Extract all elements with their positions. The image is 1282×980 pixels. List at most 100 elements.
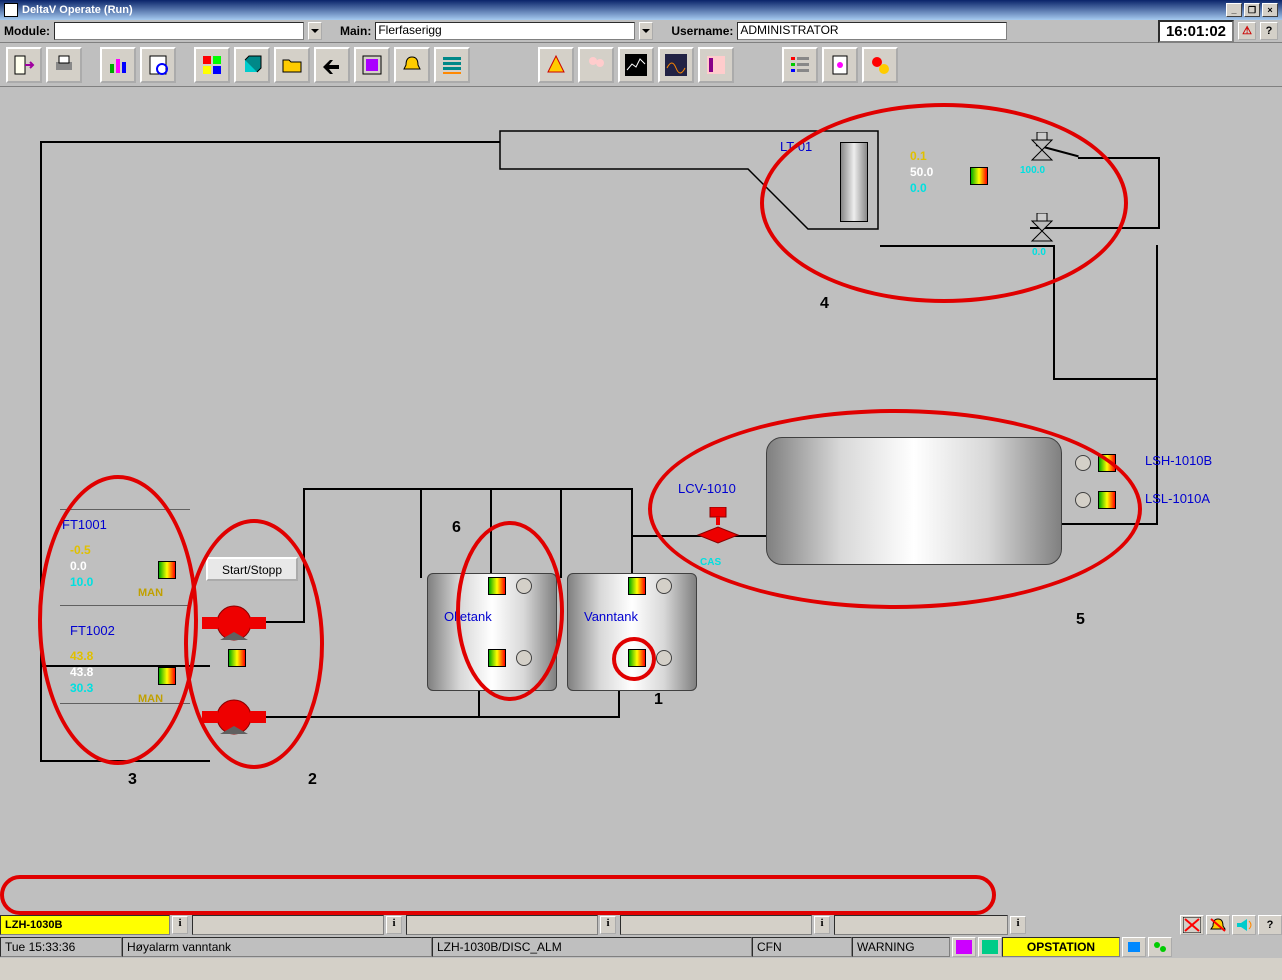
- pipe: [303, 488, 305, 622]
- pump-2[interactable]: [202, 691, 268, 737]
- pipe: [40, 141, 42, 761]
- alarm-cell-3[interactable]: [406, 915, 598, 935]
- tag-ft1002: FT1002: [70, 623, 115, 638]
- module-dropdown[interactable]: [308, 22, 322, 40]
- folder-icon[interactable]: [274, 47, 310, 83]
- annot-1: 1: [654, 691, 663, 709]
- main-dropdown[interactable]: [639, 22, 653, 40]
- exit-icon[interactable]: [6, 47, 42, 83]
- minimize-button[interactable]: _: [1226, 3, 1242, 17]
- start-stopp-button[interactable]: Start/Stopp: [206, 557, 298, 581]
- report-icon[interactable]: [140, 47, 176, 83]
- restore-button[interactable]: ❐: [1244, 3, 1260, 17]
- doc-icon[interactable]: [822, 47, 858, 83]
- tag-ft1001: FT1001: [62, 517, 107, 532]
- alarm-bar: LZH-1030B i i i i i ?: [0, 914, 1282, 936]
- window-icon[interactable]: [354, 47, 390, 83]
- alarm-info-4[interactable]: i: [814, 916, 830, 934]
- spectrum-icon[interactable]: [698, 47, 734, 83]
- highlight-alarmbar: [0, 875, 996, 915]
- pipe: [40, 665, 210, 667]
- annot-4: 4: [820, 295, 829, 313]
- annot-3: 3: [128, 771, 137, 789]
- pipe: [265, 621, 305, 623]
- help-alarm-icon[interactable]: ?: [1258, 915, 1282, 935]
- legend-icon[interactable]: [782, 47, 818, 83]
- valve-top1[interactable]: [1028, 132, 1056, 164]
- back-icon[interactable]: [314, 47, 350, 83]
- asset-icon[interactable]: [538, 47, 574, 83]
- faceplate-oil-l[interactable]: [488, 649, 506, 667]
- ack-page-icon[interactable]: [1180, 915, 1204, 935]
- status-bar: Tue 15:33:36 Høyalarm vanntank LZH-1030B…: [0, 936, 1282, 958]
- faceplate-lsl[interactable]: [1098, 491, 1116, 509]
- status-icon-3[interactable]: [1122, 937, 1146, 957]
- pump-1[interactable]: [202, 597, 268, 643]
- username-field: ADMINISTRATOR: [737, 22, 1007, 40]
- grid-icon[interactable]: [194, 47, 230, 83]
- ft1001-v3: 10.0: [70, 575, 93, 589]
- alarm-bell-icon[interactable]: [394, 47, 430, 83]
- print-icon[interactable]: [46, 47, 82, 83]
- alarm-info-5[interactable]: i: [1010, 916, 1026, 934]
- trend2-icon[interactable]: [658, 47, 694, 83]
- module-field[interactable]: [54, 22, 304, 40]
- tag-lt01: LT-01: [780, 139, 812, 154]
- lt01-out: 0.0: [910, 181, 927, 195]
- alarm-cell-2[interactable]: [192, 915, 384, 935]
- silence-icon[interactable]: [1206, 915, 1230, 935]
- cube-icon[interactable]: [234, 47, 270, 83]
- faceplate-pump1[interactable]: [228, 649, 246, 667]
- horn-icon[interactable]: [1232, 915, 1256, 935]
- status-icon-1[interactable]: [952, 937, 976, 957]
- tag-lsl1010a: LSL-1010A: [1145, 491, 1210, 506]
- separator-tank: [766, 437, 1062, 565]
- barchart-icon[interactable]: [100, 47, 136, 83]
- status-icon-4[interactable]: [1148, 937, 1172, 957]
- faceplate-oil-h[interactable]: [488, 577, 506, 595]
- faceplate-ft1001[interactable]: [158, 561, 176, 579]
- valve2-val: 0.0: [1032, 247, 1046, 258]
- trend-icon[interactable]: [618, 47, 654, 83]
- faceplate-water-h[interactable]: [628, 577, 646, 595]
- led-lsl: [1075, 492, 1091, 508]
- ft1001-v2: 0.0: [70, 559, 87, 573]
- ft1002-v2: 43.8: [70, 665, 93, 679]
- pipe: [40, 760, 210, 762]
- valve1-val: 100.0: [1020, 165, 1045, 176]
- tag-vanntank: Vanntank: [584, 609, 638, 624]
- pipe: [1053, 378, 1158, 380]
- status-desc: Høyalarm vanntank: [122, 937, 432, 957]
- clock: 16:01:02: [1158, 20, 1234, 43]
- help-button[interactable]: ?: [1260, 22, 1278, 40]
- gears-icon[interactable]: [862, 47, 898, 83]
- alarm-info-3[interactable]: i: [600, 916, 616, 934]
- valve-top2[interactable]: [1028, 213, 1056, 245]
- alarm-header-button[interactable]: ⚠: [1238, 22, 1256, 40]
- close-button[interactable]: ×: [1262, 3, 1278, 17]
- main-field[interactable]: Flerfaserigg: [375, 22, 635, 40]
- users-icon[interactable]: [578, 47, 614, 83]
- status-icon-2[interactable]: [978, 937, 1002, 957]
- faceplate-ft1002[interactable]: [158, 667, 176, 685]
- alarm-cell-5[interactable]: [834, 915, 1008, 935]
- alarm-cell-4[interactable]: [620, 915, 812, 935]
- alarm-cell-1[interactable]: LZH-1030B: [0, 915, 170, 935]
- pipe: [618, 687, 620, 717]
- pipe: [40, 141, 500, 143]
- toolbar: [0, 43, 1282, 87]
- pipe: [1156, 245, 1158, 525]
- valve-lcv1010[interactable]: [696, 507, 740, 547]
- ft1002-v1: 43.8: [70, 649, 93, 663]
- faceplate-lt01[interactable]: [970, 167, 988, 185]
- tag-lsh1010b: LSH-1010B: [1145, 453, 1212, 468]
- pipe: [631, 488, 633, 538]
- status-station: OPSTATION: [1002, 937, 1120, 957]
- alarm-info-1[interactable]: i: [172, 916, 188, 934]
- alarm-info-2[interactable]: i: [386, 916, 402, 934]
- process-canvas: LT-01 0.1 50.0 0.0 100.0 0.0 LSH-1010B L…: [0, 87, 1282, 907]
- status-level: WARNING: [852, 937, 950, 957]
- list-icon[interactable]: [434, 47, 470, 83]
- faceplate-water-l[interactable]: [628, 649, 646, 667]
- faceplate-lsh[interactable]: [1098, 454, 1116, 472]
